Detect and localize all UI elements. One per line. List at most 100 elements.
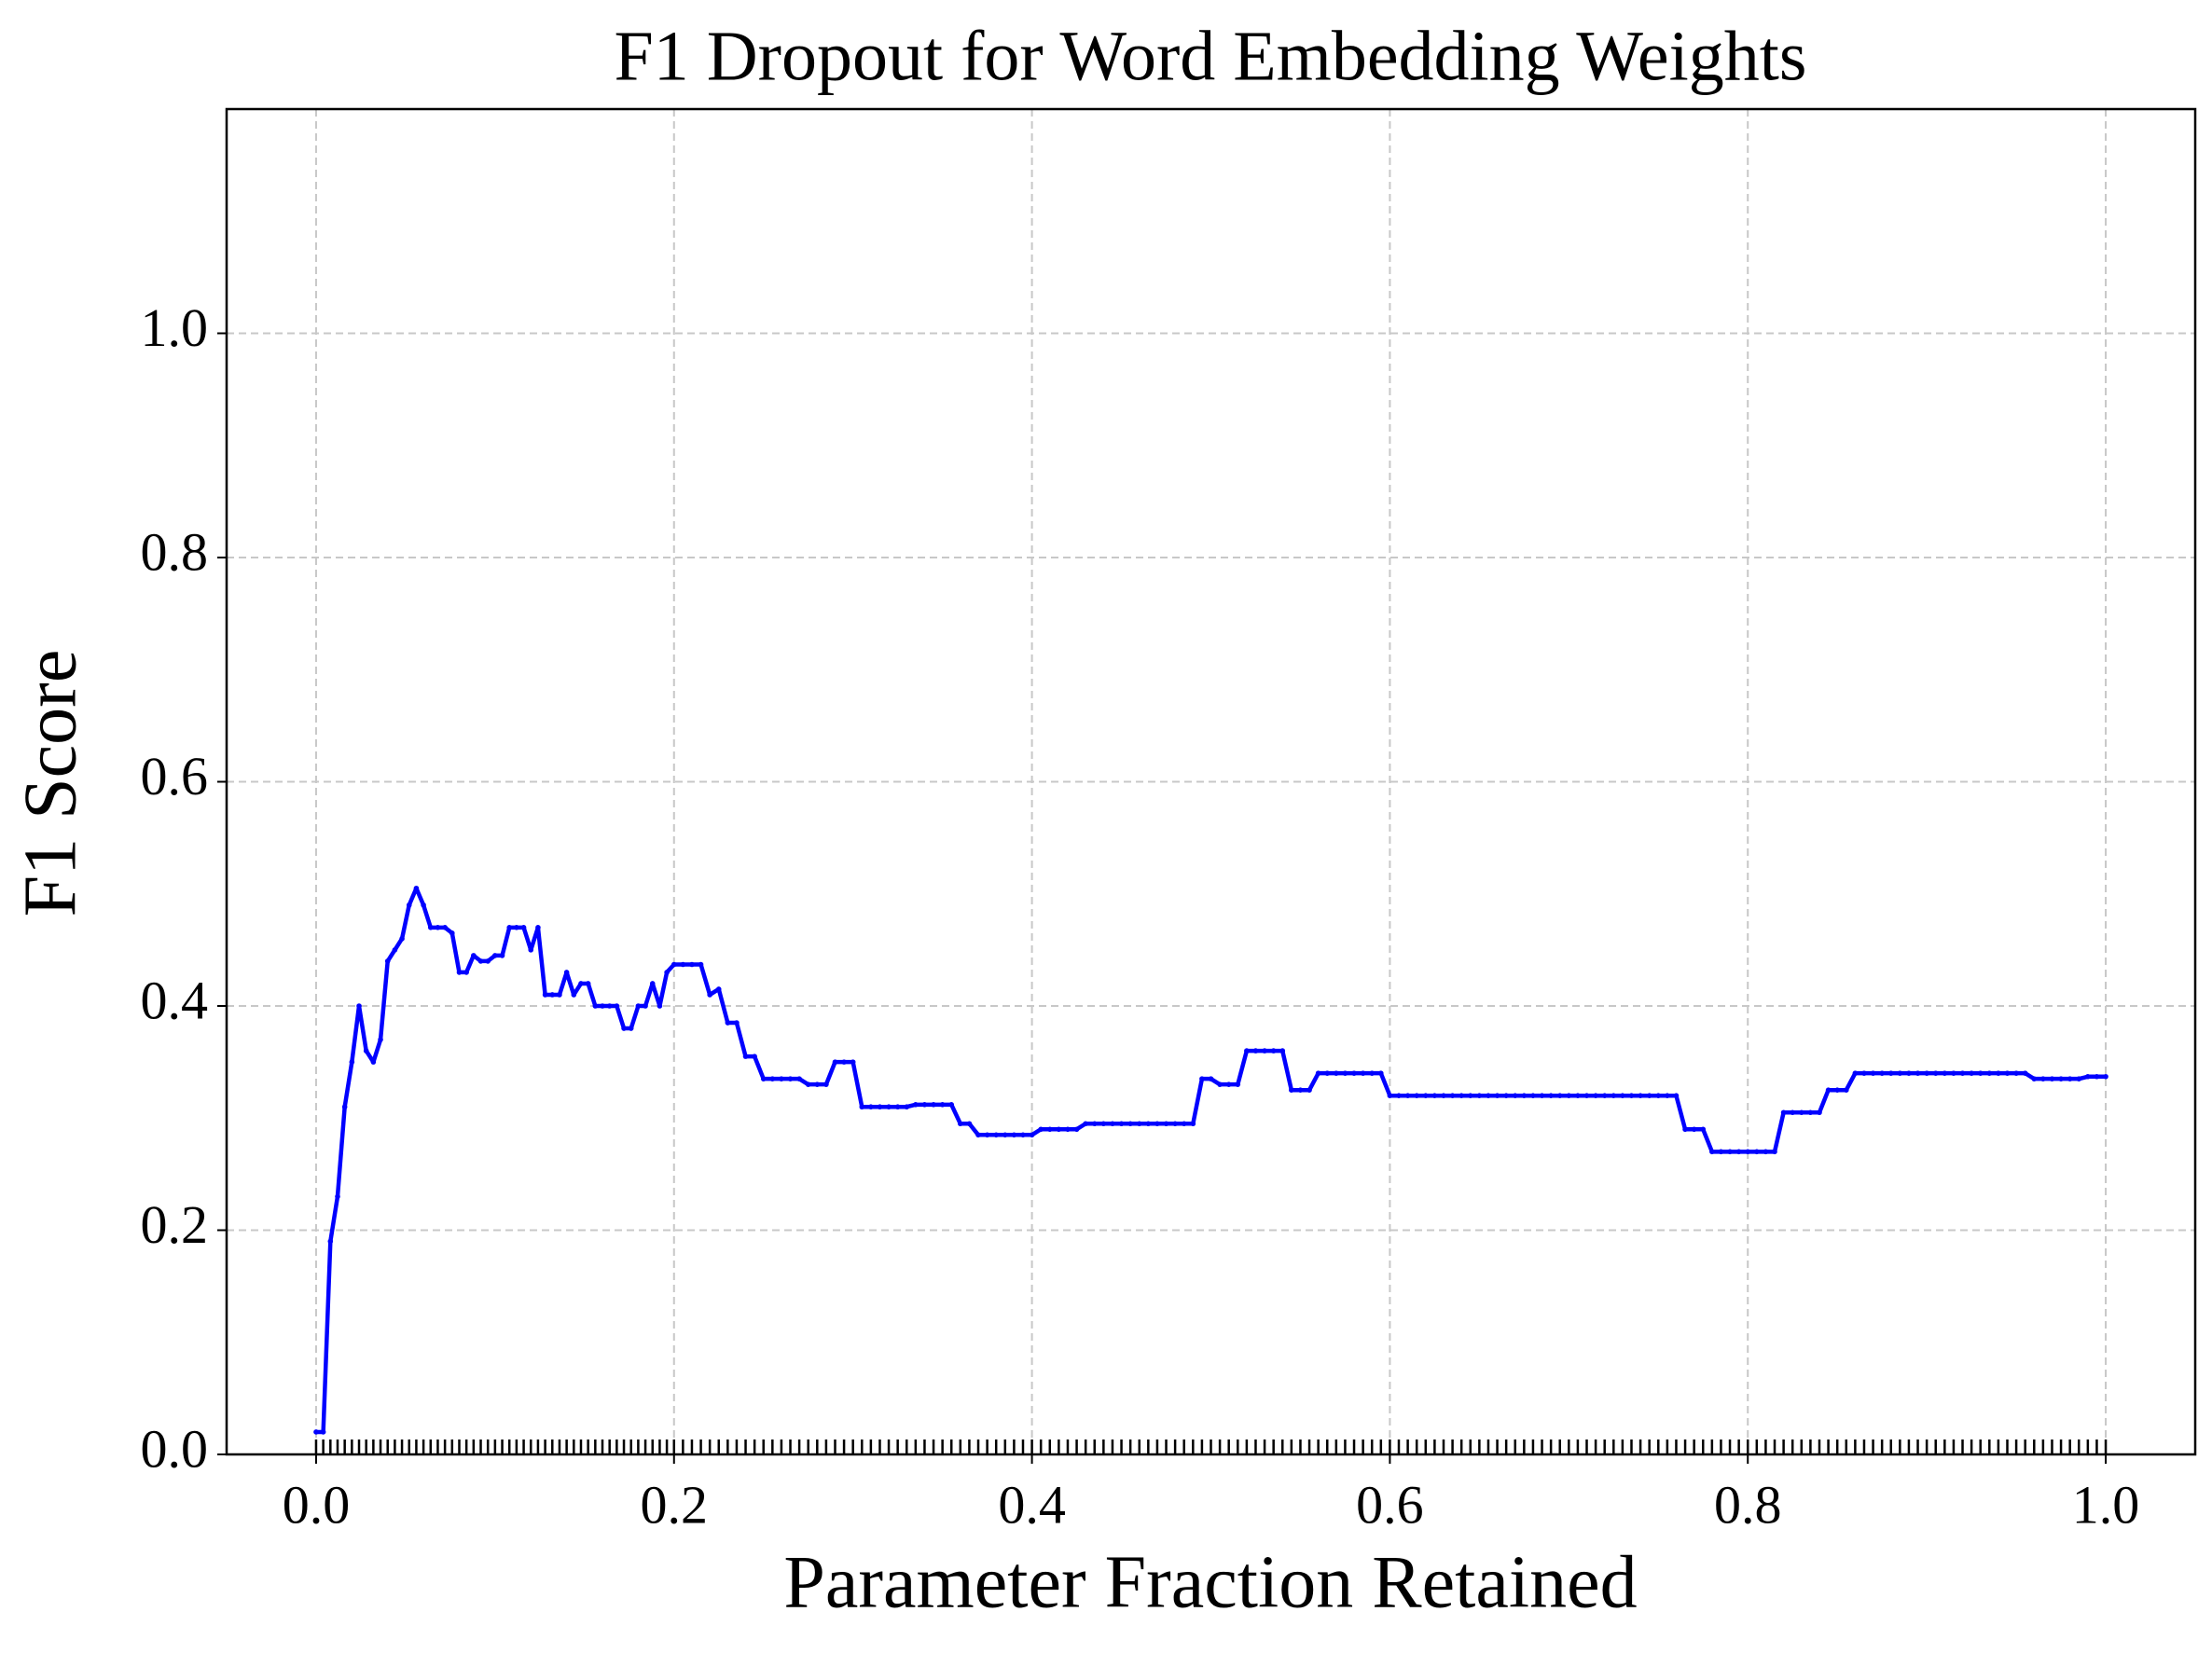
data-point [1163,1121,1169,1127]
data-point [715,986,722,992]
data-point [904,1104,910,1110]
data-point [1441,1093,1446,1098]
data-point [1297,1087,1304,1093]
data-point [1897,1070,1903,1076]
data-point [1861,1070,1867,1076]
data-point [1780,1109,1787,1116]
x-tick-label: 0.8 [1714,1474,1782,1535]
data-point [1190,1121,1196,1127]
data-point [1369,1070,1376,1076]
data-point [814,1081,821,1087]
data-point [1575,1093,1581,1098]
data-line [315,886,2107,1435]
data-point [1601,1093,1608,1098]
data-point [384,958,391,964]
data-point [1414,1093,1419,1098]
data-point [1262,1048,1267,1054]
data-point [1620,1093,1625,1098]
data-point [1476,1093,1483,1098]
data-point [779,1076,784,1081]
data-point [958,1121,963,1127]
data-point [1494,1093,1500,1098]
data-point [1431,1093,1438,1098]
x-axis-label: Parameter Fraction Retained [783,1541,1637,1623]
data-point [680,961,686,968]
data-point [1235,1081,1241,1087]
data-point [378,1037,383,1042]
data-point [948,1102,955,1108]
data-point [585,981,591,986]
data-point [2058,1076,2064,1081]
data-point [1977,1070,1984,1076]
data-point [571,992,577,998]
data-point [1503,1093,1509,1098]
data-point [528,947,534,953]
data-point [1199,1076,1205,1081]
data-point [349,1059,355,1065]
data-point [1351,1070,1357,1076]
data-point [1959,1070,1966,1076]
data-point [549,992,556,998]
data-point [1817,1109,1822,1116]
data-point [1217,1081,1223,1087]
data-point [2049,1076,2055,1081]
data-point [1870,1070,1876,1076]
data-point [1996,1070,2001,1076]
data-point [1449,1093,1456,1098]
data-point [841,1059,847,1065]
data-point [1306,1087,1312,1093]
data-point [1073,1126,1080,1133]
data-point [1029,1132,1035,1138]
data-point [707,992,712,998]
y-tick-label: 0.0 [141,1418,209,1479]
data-point [1521,1093,1528,1098]
data-point [1754,1149,1760,1155]
data-point [689,961,695,968]
data-point [1208,1076,1214,1081]
data-point [421,902,426,908]
plot-frame [225,107,2197,1456]
data-point [1315,1070,1321,1076]
data-point [1745,1149,1751,1155]
data-point [725,1020,731,1026]
data-point [563,970,570,975]
data-point [1548,1093,1554,1098]
data-point [1002,1132,1008,1138]
data-point [1530,1093,1536,1098]
data-point [1887,1070,1894,1076]
data-point [868,1104,874,1110]
data-point [370,1059,377,1065]
y-tick-label: 0.2 [141,1194,209,1255]
data-point [1360,1070,1366,1076]
data-point [628,1026,634,1031]
chart-title: F1 Dropout for Word Embedding Weights [615,17,1807,95]
data-point [1404,1093,1411,1098]
data-point [1289,1087,1294,1093]
data-point [894,1104,901,1110]
data-point [1763,1149,1769,1155]
data-point [2094,1073,2100,1080]
data-point [796,1076,802,1081]
data-point [1378,1070,1384,1076]
data-point [356,1003,362,1009]
data-point [1422,1093,1429,1098]
data-point [341,1104,348,1110]
data-point [2013,1070,2019,1076]
y-tick-label: 1.0 [141,297,209,358]
data-point [1011,1132,1017,1138]
data-point [506,925,513,930]
data-point [635,1003,642,1009]
data-point [435,925,441,930]
data-point [1611,1093,1617,1098]
data-point [535,925,541,930]
data-point [614,1003,620,1009]
data-point [832,1059,838,1065]
x-tick-label: 0.4 [998,1474,1066,1535]
data-point [886,1104,892,1110]
data-point [1056,1126,1062,1133]
data-point [1700,1126,1707,1133]
data-point [1334,1070,1339,1076]
data-point [2103,1073,2108,1080]
data-point [850,1059,856,1065]
